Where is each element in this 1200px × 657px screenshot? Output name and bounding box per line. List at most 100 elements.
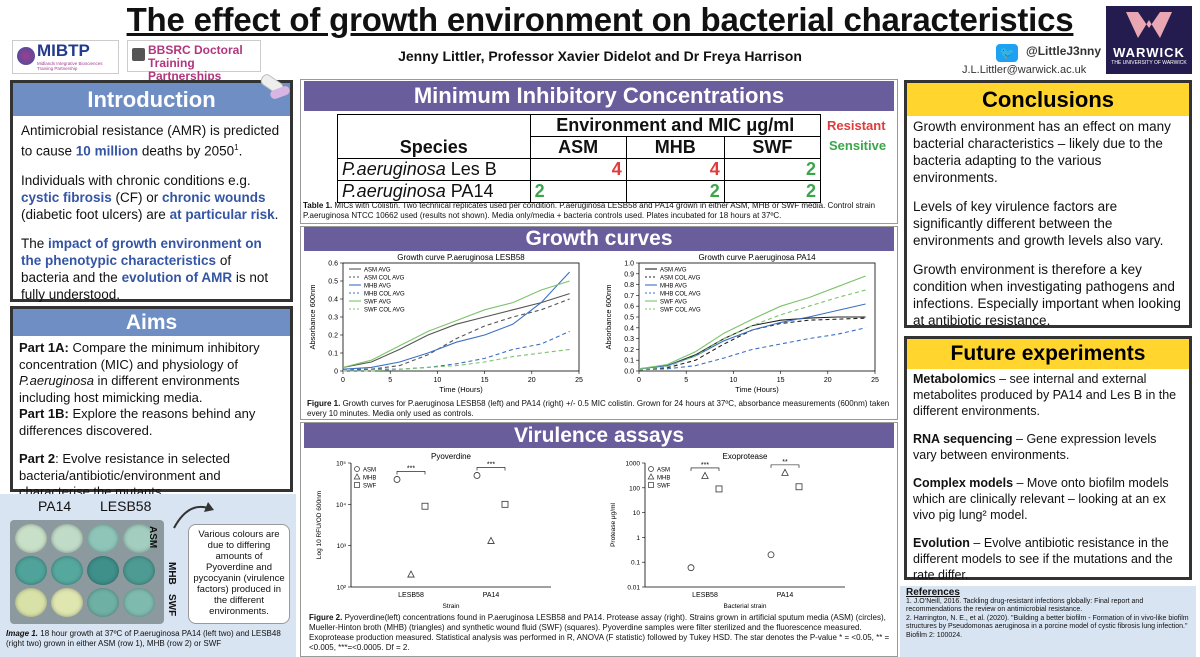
references-title: References	[906, 587, 960, 598]
mic-species-lesb-italic: P.aeruginosa	[342, 159, 446, 179]
sig-bracket	[476, 467, 506, 471]
legend-marker	[648, 466, 654, 472]
plate-caption: Image 1. 18 hour growth at 37ºC of P.aer…	[6, 629, 292, 649]
aims-part-1a: Part 1A: Compare the minimum inhibitory …	[19, 340, 284, 406]
virulence-panel: Virulence assays Pyoverdine 10² 10³ 10⁴ 10⁵ L…	[300, 422, 898, 657]
legend-marker	[353, 473, 361, 480]
future-panel: Future experiments Metabolomics – see in…	[904, 336, 1192, 582]
intro-p3c: of bacteria and the	[21, 252, 232, 285]
future-item-metabolomics: Metabolomics – see internal and external…	[913, 371, 1183, 419]
y-tick-label: 0.2	[328, 333, 338, 340]
mic-species-pa14: P.aeruginosa PA14	[337, 180, 531, 203]
conclusion-3: Growth environment is therefore a key co…	[913, 262, 1181, 328]
plate-well	[15, 588, 47, 617]
bbsrc-logo-icon	[132, 48, 145, 61]
future-item-models: Complex models – Move onto biofilm model…	[913, 475, 1183, 523]
legend-label: SWF COL AVG	[660, 308, 701, 314]
plate-caption-label: Image 1.	[6, 629, 39, 638]
intro-p3a: The	[21, 235, 49, 251]
intro-p2e: (diabetic foot ulcers) are	[21, 206, 170, 222]
growth-panel: Growth curves Growth curve P.aeruginosa …	[300, 226, 898, 420]
intro-p1b: 10 million	[75, 143, 139, 159]
aims-p1a-rest: in different environments including host…	[19, 373, 240, 405]
authors: Jenny Littler, Professor Xavier Didelot …	[398, 48, 802, 64]
series-line-mhb-col-avg	[638, 327, 866, 371]
intro-p2c: (CF) or	[111, 189, 163, 205]
plate-well	[123, 556, 155, 585]
legend-marker	[647, 473, 655, 480]
mic-col-mhb: MHB	[625, 136, 725, 159]
chart-title: Growth curve P.aeruginosa LESB58	[397, 253, 525, 262]
y-tick-label: 0.6	[624, 304, 634, 311]
aims-p1a-label: Part 1A:	[19, 340, 69, 355]
y-tick-label: 0.3	[624, 336, 634, 343]
conclusion-1: Growth environment has an effect on many…	[913, 119, 1171, 185]
intro-p3d: evolution of AMR	[121, 269, 233, 285]
point-mhb	[781, 468, 789, 476]
virulence-title: Virulence assays	[304, 423, 894, 448]
intro-p3e: is not fully understood.	[21, 269, 269, 302]
y-tick-label: 0.9	[624, 271, 634, 278]
mic-header-row: Environment and MIC μg/ml	[337, 114, 822, 137]
series-line-swf-col-avg	[638, 289, 866, 371]
conclusion-2: Levels of key virulence factors are sign…	[913, 199, 1164, 248]
mic-value-pa14-asm: 2	[529, 180, 627, 203]
legend-marker	[354, 466, 360, 472]
x-tick-label: 5	[388, 377, 392, 384]
mic-col-swf: SWF	[723, 136, 822, 159]
y-tick-label: 0.4	[328, 297, 338, 304]
sig-label: ***	[701, 462, 709, 469]
plate-well	[123, 524, 155, 553]
twitter-handle[interactable]: @LittleJ3nny	[1026, 44, 1102, 58]
y-tick-label: 0.7	[624, 293, 634, 300]
series-line-swf-col-avg	[343, 348, 570, 372]
aims-panel: Aims Part 1A: Compare the minimum inhibi…	[10, 306, 293, 499]
plate-well	[15, 524, 47, 553]
sig-bracket	[396, 471, 426, 475]
mic-species-pa14-italic: P.aeruginosa	[342, 181, 446, 201]
sig-label: ***	[487, 461, 495, 468]
x-tick-label: 20	[824, 377, 832, 384]
poster-title: The effect of growth environment on bact…	[126, 1, 1074, 38]
x-tick-label: PA14	[483, 592, 500, 599]
plate-wells	[15, 524, 163, 620]
conclusions-panel: Conclusions Growth environment has an ef…	[904, 80, 1192, 328]
legend-label: MHB	[657, 476, 670, 482]
future-body: Metabolomics – see internal and external…	[907, 369, 1189, 597]
future-item-0-rest: s – see internal and external metabolite…	[913, 372, 1177, 418]
point-swf	[421, 502, 429, 510]
virulence-caption-text: Pyoverdine(left) concentrations found in…	[309, 613, 890, 652]
y-tick-label: 0.5	[328, 279, 338, 286]
legend-sensitive: Sensitive	[829, 138, 887, 153]
mic-table: Environment and MIC μg/ml Species ASM MH…	[337, 114, 822, 203]
y-tick-label: 1	[636, 535, 640, 542]
intro-p3b: impact of growth environment on the phen…	[21, 235, 262, 268]
mic-panel: Minimum Inhibitory Concentrations Enviro…	[300, 79, 898, 224]
aims-part-1b: Part 1B: Explore the reasons behind any …	[19, 406, 284, 439]
intro-p1c: deaths by 2050	[138, 143, 235, 159]
growth-caption-text: Growth curves for P.aeruginosa LESB58 (l…	[307, 399, 890, 418]
chart-title: Growth curve P.aeruginosa PA14	[698, 253, 816, 262]
plate-well	[15, 556, 47, 585]
email[interactable]: J.L.Littler@warwick.ac.uk	[962, 64, 1087, 76]
chart-title: Exoprotease	[723, 452, 768, 461]
x-tick-label: 0	[341, 377, 345, 384]
sig-label: ***	[407, 465, 415, 472]
y-tick-label: 0.01	[627, 585, 640, 592]
y-tick-label: 0.2	[624, 347, 634, 354]
future-item-0-label: Metabolomic	[913, 372, 990, 386]
legend-resistant: Resistant	[827, 118, 886, 133]
y-axis-label: Absorbance 600nm	[308, 284, 317, 349]
future-item-rna: RNA sequencing – Gene expression levels …	[913, 431, 1183, 463]
mibtp-logo: MIBTP Midlands Integrative Biosciences T…	[12, 40, 119, 74]
aims-p1a-italic: P.aeruginosa	[19, 373, 94, 388]
arrow-icon	[173, 502, 214, 529]
point-mhb	[487, 536, 495, 544]
y-tick-label: 1.0	[624, 261, 634, 268]
twitter-icon: 🐦	[996, 44, 1018, 62]
mic-row-pa14: P.aeruginosa PA14 2 2 2	[337, 180, 822, 203]
future-title: Future experiments	[907, 339, 1189, 369]
plate-well	[87, 524, 119, 553]
warwick-logo-sub: THE UNIVERSITY OF WARWICK	[1111, 60, 1187, 66]
point-swf	[715, 485, 723, 493]
